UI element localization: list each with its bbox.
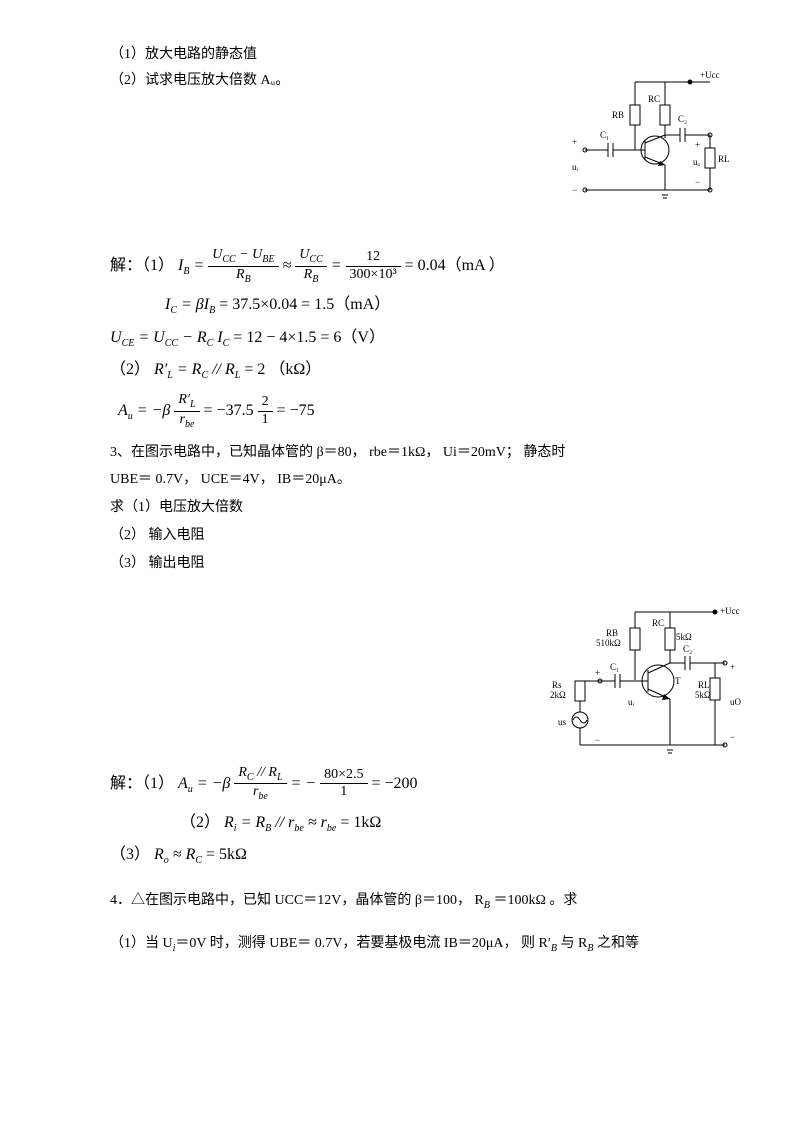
svg-text:2kΩ: 2kΩ: [550, 690, 566, 700]
svg-text:C₁: C₁: [600, 130, 609, 140]
svg-text:+: +: [572, 137, 577, 147]
sol1-eq4: （2） R′L = RC // RL = 2 （kΩ）: [110, 360, 700, 382]
prob3-l5: （3） 输出电阻: [110, 552, 700, 576]
sol1-eq3: UCE = UCC − RC IC = 12 − 4×1.5 = 6（V）: [110, 328, 700, 350]
circuit-diagram-2: +Ucc RB 510kΩ RC 5kΩ T: [540, 600, 740, 760]
svg-text:−: −: [695, 177, 700, 187]
svg-text:+: +: [695, 140, 700, 150]
svg-text:+Ucc: +Ucc: [720, 606, 740, 616]
sol1-eq1: 解：（1） IB = UCC − UBERB ≈ UCCRB = 12300×1…: [110, 247, 700, 286]
prob3-l4: （2） 输入电阻: [110, 524, 700, 548]
svg-text:us: us: [558, 717, 567, 727]
prob4-l1: 4．△在图示电路中，已知 UCC＝12V，晶体管的 β＝100， RB ＝100…: [110, 889, 700, 914]
svg-text:5kΩ: 5kΩ: [695, 690, 711, 700]
svg-text:RL: RL: [718, 154, 730, 164]
prob3-l1: 3、在图示电路中，已知晶体管的 β＝80， rbe＝1kΩ， Ui＝20mV； …: [110, 441, 700, 465]
svg-text:uₒ: uₒ: [693, 157, 701, 167]
prob4-l2: （1）当 Ui＝0V 时，测得 UBE＝ 0.7V，若要基极电流 IB＝20μA…: [110, 932, 700, 957]
svg-text:−: −: [730, 732, 735, 742]
svg-text:5kΩ: 5kΩ: [676, 632, 692, 642]
circuit-diagram-1: +Ucc RB RC: [550, 70, 730, 210]
svg-text:+: +: [595, 668, 600, 678]
svg-text:RL: RL: [698, 680, 710, 690]
sol3-eq3: （3） Ro ≈ RC = 5kΩ: [110, 845, 700, 867]
sol3-eq2: （2） Ri = RB // rbe ≈ rbe = 1kΩ: [180, 813, 700, 835]
svg-text:RC: RC: [652, 618, 664, 628]
svg-text:+: +: [730, 662, 735, 672]
sol1-eq2: IC = βIB = 37.5×0.04 = 1.5（mA）: [165, 295, 700, 317]
svg-text:uO: uO: [730, 697, 742, 707]
sol1-eq5: Au = −β R′Lrbe = −37.5 21 = −75: [118, 392, 700, 431]
svg-text:+Ucc: +Ucc: [700, 70, 720, 80]
intro-l1: （1）放大电路的静态值: [110, 44, 700, 66]
svg-text:−: −: [572, 185, 577, 195]
sol3-eq1: 解：（1） Au = −β RC // RLrbe = − 80×2.51 = …: [110, 765, 700, 804]
svg-text:510kΩ: 510kΩ: [596, 638, 621, 648]
svg-text:−: −: [595, 735, 600, 745]
svg-text:uᵢ: uᵢ: [572, 162, 579, 172]
svg-text:RC: RC: [648, 94, 660, 104]
svg-text:Rs: Rs: [552, 680, 562, 690]
svg-text:RB: RB: [606, 628, 618, 638]
svg-text:RB: RB: [612, 110, 624, 120]
svg-text:T: T: [675, 676, 681, 686]
svg-text:C₂: C₂: [683, 644, 692, 654]
svg-text:uᵢ: uᵢ: [628, 697, 635, 707]
prob3-l3: 求（1）电压放大倍数: [110, 496, 700, 520]
svg-text:C₁: C₁: [610, 662, 619, 672]
prob3-l2: UBE＝ 0.7V， UCE＝4V， IB＝20μA。: [110, 468, 700, 492]
svg-text:C₂: C₂: [678, 114, 687, 124]
